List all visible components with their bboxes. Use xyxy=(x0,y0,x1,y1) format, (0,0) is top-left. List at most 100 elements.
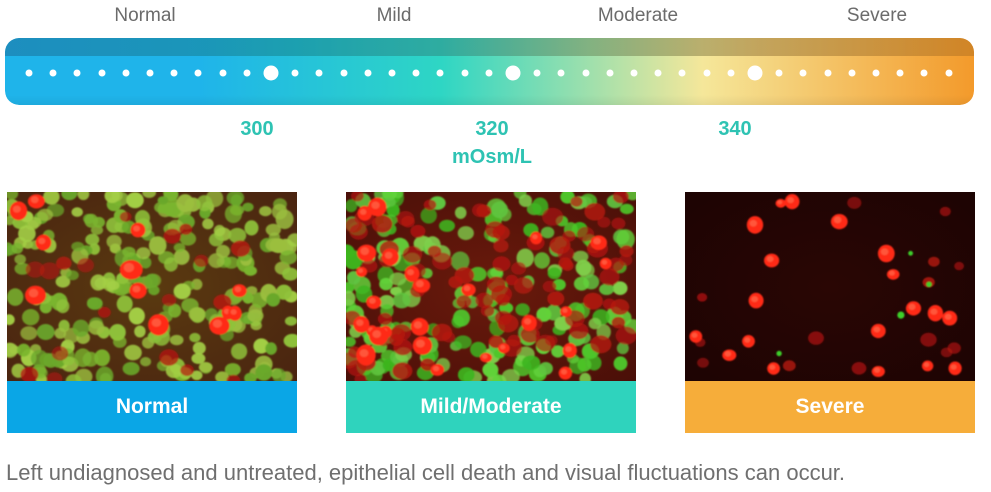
green-cell xyxy=(169,334,184,346)
green-cell xyxy=(521,355,541,370)
green-cell xyxy=(588,317,602,330)
red-cell-dim xyxy=(179,223,193,235)
red-cell-highlight xyxy=(691,332,698,338)
green-cell xyxy=(17,343,31,357)
green-cell xyxy=(536,307,552,322)
scale-dot xyxy=(388,69,396,77)
green-cell xyxy=(575,259,592,276)
scale-dot xyxy=(485,69,493,77)
green-cell xyxy=(27,217,42,228)
green-cell xyxy=(90,274,106,291)
green-cell xyxy=(173,283,191,300)
green-cell xyxy=(578,196,593,208)
green-cell xyxy=(61,192,78,201)
red-cell-dim xyxy=(851,362,867,375)
red-cell-highlight xyxy=(212,319,222,328)
red-cell-highlight xyxy=(371,201,380,209)
scale-dot xyxy=(557,69,565,77)
green-cell xyxy=(551,345,565,358)
green-cell xyxy=(244,220,259,236)
red-cell-dim xyxy=(570,196,583,207)
red-cell-dim xyxy=(401,215,415,228)
red-cell-highlight xyxy=(132,285,141,293)
green-cell xyxy=(612,281,628,295)
red-cell-highlight xyxy=(532,234,538,240)
green-cell xyxy=(55,275,71,288)
green-cell xyxy=(196,195,213,212)
red-cell-dim xyxy=(583,292,603,310)
green-cell xyxy=(43,192,60,205)
green-cell xyxy=(538,362,553,375)
green-cell xyxy=(192,341,206,355)
scale-dot xyxy=(49,69,57,77)
footnote-text: Left undiagnosed and untreated, epitheli… xyxy=(6,460,846,485)
scale-dot xyxy=(799,69,807,77)
scale-dot xyxy=(775,69,783,77)
red-cell-highlight xyxy=(724,351,732,357)
red-cell-highlight xyxy=(524,318,532,325)
green-cell xyxy=(470,341,487,358)
green-cell xyxy=(173,248,190,265)
green-cell xyxy=(74,348,92,368)
green-cell xyxy=(379,277,393,291)
red-cell-dim xyxy=(542,207,564,226)
red-cell-dim xyxy=(569,322,589,340)
green-cell xyxy=(616,229,635,250)
scale-dot xyxy=(146,69,154,77)
scale-dot xyxy=(848,69,856,77)
green-cell xyxy=(244,372,257,382)
red-cell-dim xyxy=(475,292,494,308)
scale-dot xyxy=(920,69,928,77)
green-cell xyxy=(255,364,273,381)
red-cell-highlight xyxy=(433,365,440,372)
green-cell xyxy=(140,357,152,367)
green-cell xyxy=(7,242,14,257)
tick-label-340: 340 xyxy=(718,118,752,140)
scale-dot xyxy=(291,69,299,77)
red-cell-dim xyxy=(494,310,512,326)
red-cell-highlight xyxy=(787,197,794,204)
green-speck xyxy=(776,350,782,357)
red-cell-highlight xyxy=(415,280,424,288)
caption-mild-moderate: Mild/Moderate xyxy=(346,381,636,433)
red-cell-dim xyxy=(230,240,251,257)
red-cell-dim xyxy=(180,364,194,376)
red-cell-highlight xyxy=(601,259,608,265)
green-cell xyxy=(18,225,36,243)
green-cell xyxy=(547,267,562,280)
green-cell xyxy=(11,242,24,254)
green-cell xyxy=(454,206,467,219)
red-cell-highlight xyxy=(407,269,414,276)
red-cell-dim xyxy=(939,206,951,217)
green-cell xyxy=(202,218,214,230)
green-cell xyxy=(7,216,15,226)
green-cell xyxy=(226,192,245,206)
red-cell-highlight xyxy=(593,237,601,245)
red-cell-highlight xyxy=(873,326,881,333)
green-cell xyxy=(287,233,297,247)
red-cell-dim xyxy=(495,293,510,306)
red-cell-dim xyxy=(545,335,558,346)
red-cell-dim xyxy=(954,261,964,271)
green-cell xyxy=(439,219,455,232)
red-cell-highlight xyxy=(777,200,783,205)
green-cell xyxy=(250,320,262,331)
red-cell-highlight xyxy=(751,296,758,303)
caption-normal: Normal xyxy=(7,381,297,433)
red-cell-highlight xyxy=(38,237,46,245)
green-cell xyxy=(491,201,509,219)
red-cell-highlight xyxy=(133,225,140,232)
micrograph-normal xyxy=(7,192,297,382)
tick-label-300: 300 xyxy=(240,118,274,140)
green-cell xyxy=(148,236,167,255)
green-cell xyxy=(54,327,67,339)
green-cell xyxy=(271,203,288,220)
red-cell-highlight xyxy=(368,297,376,304)
green-cell xyxy=(66,270,79,281)
green-cell xyxy=(454,335,472,349)
red-cell-highlight xyxy=(880,248,889,256)
green-cell xyxy=(266,293,281,307)
green-cell xyxy=(501,369,520,382)
red-cell-highlight xyxy=(416,339,425,348)
red-cell-dim xyxy=(161,294,177,307)
